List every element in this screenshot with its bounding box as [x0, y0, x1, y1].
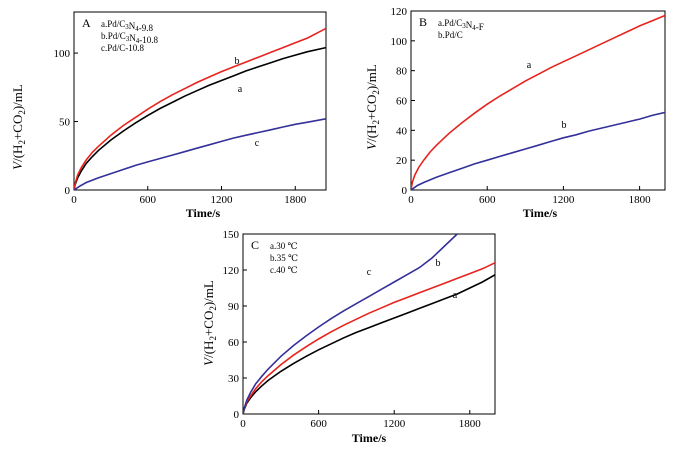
- y-tick-label: 60: [396, 96, 408, 108]
- panel-b: V/(H2+CO2)/mL Time/s 0 600 1200 1800 0 20 40 60…: [364, 6, 666, 220]
- series-label-c: c: [255, 138, 260, 149]
- x-tick-label: 1200: [552, 194, 575, 206]
- series-line-b: [74, 27, 326, 190]
- legend-entry: c.40 ℃: [270, 265, 298, 275]
- legend-entry: b.Pd/C3N4-10.8: [101, 31, 159, 45]
- x-tick-label: 600: [479, 194, 496, 206]
- y-tick-label: 40: [396, 125, 408, 137]
- series-label-b: b: [562, 120, 567, 131]
- y-tick-label: 0: [65, 185, 71, 197]
- series-label-b: b: [235, 56, 240, 67]
- y-tick-label: 100: [391, 36, 408, 48]
- x-axis-title: Time/s: [352, 431, 387, 445]
- y-tick-label: 20: [396, 155, 408, 167]
- series-line-a: [411, 14, 665, 190]
- y-tick-label: 60: [228, 337, 240, 349]
- y-tick-label: 50: [59, 117, 71, 129]
- x-tick-label: 0: [240, 418, 246, 430]
- y-tick-label: 90: [228, 301, 240, 313]
- y-tick-label: 120: [391, 6, 408, 18]
- series-label-a: a: [453, 290, 458, 301]
- legend-entry: b.35 ℃: [270, 253, 298, 263]
- series-line-a: [243, 274, 495, 414]
- series-label-b: b: [436, 258, 441, 269]
- y-tick-label: 120: [223, 265, 240, 277]
- legend-entry: a.Pd/C3N4-9.8: [101, 19, 154, 33]
- plot-frame: [73, 11, 327, 191]
- series-line-a: [74, 46, 326, 190]
- panel-label: C: [251, 238, 259, 252]
- legend-entry: a.30 ℃: [270, 241, 298, 251]
- panel-label: A: [82, 16, 91, 30]
- series-label-a: a: [238, 84, 243, 95]
- x-tick-label: 1800: [629, 194, 652, 206]
- series-line-b: [243, 262, 495, 414]
- y-axis-title: V/(H2+CO2)/mL: [10, 84, 27, 170]
- x-tick-label: 600: [310, 418, 327, 430]
- panel-a: V/(H2+CO2)/mL Time/s 0 600 1200 1800 0 50 100 a…: [10, 11, 327, 220]
- y-tick-label: 80: [396, 66, 408, 78]
- x-axis-title: Time/s: [186, 206, 221, 220]
- y-axis-title: V/(H2+CO2)/mL: [201, 280, 218, 366]
- x-tick-label: 0: [71, 194, 77, 206]
- x-tick-label: 0: [408, 194, 414, 206]
- x-tick-label: 1800: [284, 194, 307, 206]
- legend-entry: c.Pd/C-10.8: [101, 43, 145, 53]
- series-line-c: [74, 118, 326, 190]
- x-tick-label: 1200: [383, 418, 406, 430]
- y-tick-label: 0: [234, 409, 240, 421]
- x-tick-label: 1800: [459, 418, 482, 430]
- x-tick-label: 1200: [211, 194, 234, 206]
- series-label-c: c: [367, 267, 372, 278]
- x-tick-label: 600: [140, 194, 157, 206]
- y-tick-label: 30: [228, 373, 240, 385]
- series-line-b: [411, 111, 665, 190]
- legend-entry: a.Pd/C3N4-F: [438, 18, 484, 32]
- x-axis-title: Time/s: [523, 206, 558, 220]
- series-label-a: a: [527, 60, 532, 71]
- y-tick-label: 150: [223, 229, 240, 241]
- y-tick-label: 100: [54, 48, 71, 60]
- y-tick-label: 0: [402, 185, 408, 197]
- panel-label: B: [419, 15, 427, 29]
- plot-frame: [242, 233, 496, 415]
- legend-entry: b.Pd/C: [438, 30, 463, 40]
- panel-c: V/(H2+CO2)/mL Time/s 0 600 1200 1800 0 30 60 90…: [201, 229, 496, 445]
- y-axis-title: V/(H2+CO2)/mL: [364, 64, 381, 150]
- series-line-c: [243, 234, 458, 414]
